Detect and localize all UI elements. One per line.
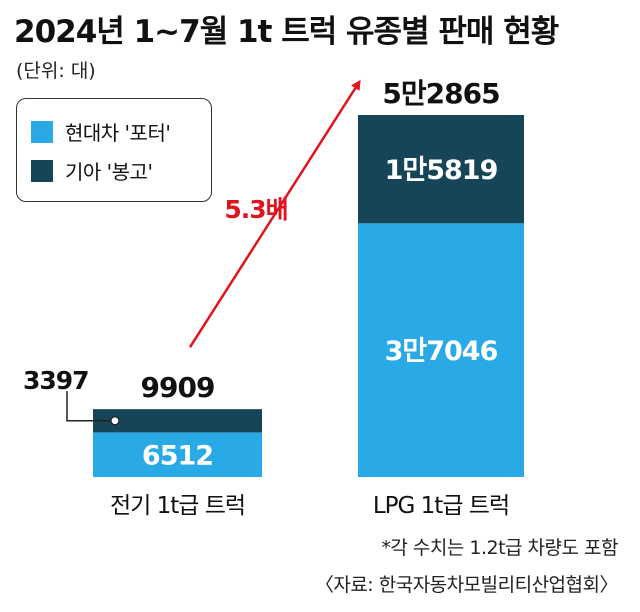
legend-swatch-porter bbox=[31, 120, 53, 143]
value-label-porter-1: 3만7046 bbox=[385, 336, 498, 367]
footnote-note: *각 수치는 1.2t급 차량도 포함 bbox=[381, 537, 618, 559]
category-label-0: 전기 1t급 트럭 bbox=[110, 493, 245, 519]
legend: 현대차 '포터' 기아 '봉고' bbox=[16, 98, 212, 202]
value-label-bongo-1: 1만5819 bbox=[385, 155, 498, 186]
bar-porter-1 bbox=[358, 223, 524, 477]
callout-line-bongo-0 bbox=[66, 391, 115, 422]
chart-title: 2024년 1~7월 1t 트럭 유종별 판매 현황 bbox=[14, 14, 559, 50]
ratio-annotation: 5.3배 bbox=[224, 195, 287, 224]
category-label-1: LPG 1t급 트럭 bbox=[373, 493, 509, 519]
unit-note: (단위: 대) bbox=[16, 60, 96, 82]
bar-bongo-0 bbox=[93, 409, 262, 433]
bar-bongo-1 bbox=[358, 115, 524, 224]
total-label-1: 5만2865 bbox=[382, 77, 499, 110]
ratio-arrow bbox=[188, 79, 361, 348]
value-label-porter-0: 6512 bbox=[142, 441, 213, 472]
legend-swatch-bongo bbox=[31, 159, 53, 182]
legend-item-bongo: 기아 '봉고' bbox=[31, 156, 153, 185]
legend-label-bongo: 기아 '봉고' bbox=[65, 160, 153, 184]
footnote-source: 〈자료: 한국자동차모빌리티산업협회〉 bbox=[314, 574, 619, 596]
legend-item-porter: 현대차 '포터' bbox=[31, 117, 171, 146]
legend-label-porter: 현대차 '포터' bbox=[65, 121, 171, 145]
total-label-0: 9909 bbox=[141, 371, 215, 404]
bar-porter-0 bbox=[93, 432, 262, 477]
value-label-bongo-0: 3397 bbox=[23, 366, 89, 395]
callout-dot-bongo-0 bbox=[110, 416, 120, 426]
